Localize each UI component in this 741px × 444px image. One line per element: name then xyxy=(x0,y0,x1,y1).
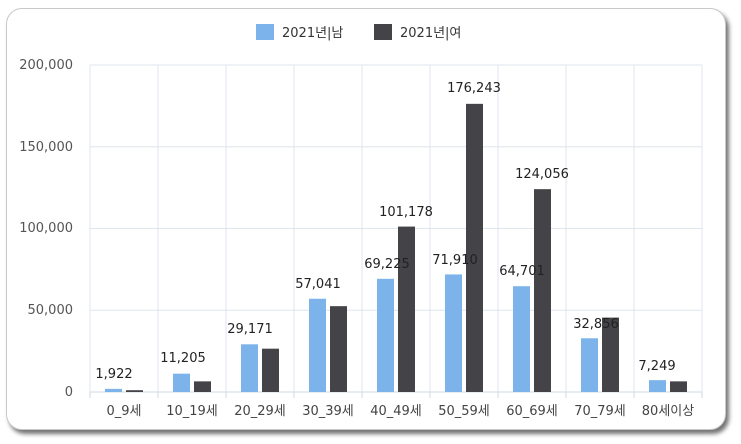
data-label: 124,056 xyxy=(515,167,569,182)
data-label: 32,856 xyxy=(573,317,619,332)
legend-swatch-male xyxy=(256,24,274,40)
bar-female-4[interactable] xyxy=(398,226,415,392)
data-label: 1,922 xyxy=(95,367,132,382)
x-tick-label: 30_39세 xyxy=(302,404,354,419)
legend-label-male[interactable]: 2021년|남 xyxy=(282,26,343,41)
bar-male-7[interactable] xyxy=(581,338,598,392)
bar-female-3[interactable] xyxy=(330,306,347,392)
x-tick-label: 10_19세 xyxy=(166,404,218,419)
bar-female-1[interactable] xyxy=(194,381,211,392)
x-axis: 0_9세 10_19세 20_29세 30_39세 40_49세 50_59세 … xyxy=(106,404,694,419)
bar-male-2[interactable] xyxy=(241,344,258,392)
y-tick-label: 0 xyxy=(65,385,73,400)
x-tick-label: 60_69세 xyxy=(506,404,558,419)
data-label: 29,171 xyxy=(227,322,273,337)
bar-male-8[interactable] xyxy=(649,380,666,392)
bar-male-3[interactable] xyxy=(309,298,326,392)
bar-male-5[interactable] xyxy=(445,274,462,392)
legend-swatch-female xyxy=(374,24,392,40)
x-tick-label: 80세이상 xyxy=(642,404,694,419)
bar-male-1[interactable] xyxy=(173,373,190,392)
bar-male-4[interactable] xyxy=(377,278,394,392)
bar-female-8[interactable] xyxy=(670,381,687,392)
data-label: 101,178 xyxy=(379,205,433,220)
bars xyxy=(105,103,687,392)
bar-male-0[interactable] xyxy=(105,388,122,392)
bar-male-6[interactable] xyxy=(513,286,530,392)
bar-female-7[interactable] xyxy=(602,317,619,392)
y-axis: 0 50,000 100,000 150,000 200,000 xyxy=(19,58,73,400)
bar-female-5[interactable] xyxy=(466,103,483,392)
data-labels: 1,922 11,205 29,171 57,041 69,225 71,910… xyxy=(95,81,675,382)
y-tick-label: 200,000 xyxy=(19,58,73,73)
x-tick-label: 40_49세 xyxy=(370,404,422,419)
data-label: 69,225 xyxy=(364,257,410,272)
data-label: 7,249 xyxy=(638,359,675,374)
bar-female-2[interactable] xyxy=(262,348,279,392)
data-label: 71,910 xyxy=(432,253,478,268)
x-tick-label: 20_29세 xyxy=(234,404,286,419)
x-tick-label: 70_79세 xyxy=(574,404,626,419)
legend: 2021년|남 2021년|여 xyxy=(256,24,461,41)
x-tick-label: 0_9세 xyxy=(106,404,141,419)
data-label: 176,243 xyxy=(447,81,501,96)
grid xyxy=(89,64,703,398)
y-tick-label: 150,000 xyxy=(19,140,73,155)
legend-label-female[interactable]: 2021년|여 xyxy=(400,26,461,41)
y-tick-label: 50,000 xyxy=(28,303,74,318)
data-label: 11,205 xyxy=(160,351,206,366)
x-tick-label: 50_59세 xyxy=(438,404,490,419)
bar-female-6[interactable] xyxy=(534,189,551,392)
y-tick-label: 100,000 xyxy=(19,221,73,236)
bar-female-0[interactable] xyxy=(126,390,143,392)
data-label: 64,701 xyxy=(499,264,545,279)
data-label: 57,041 xyxy=(295,277,341,292)
